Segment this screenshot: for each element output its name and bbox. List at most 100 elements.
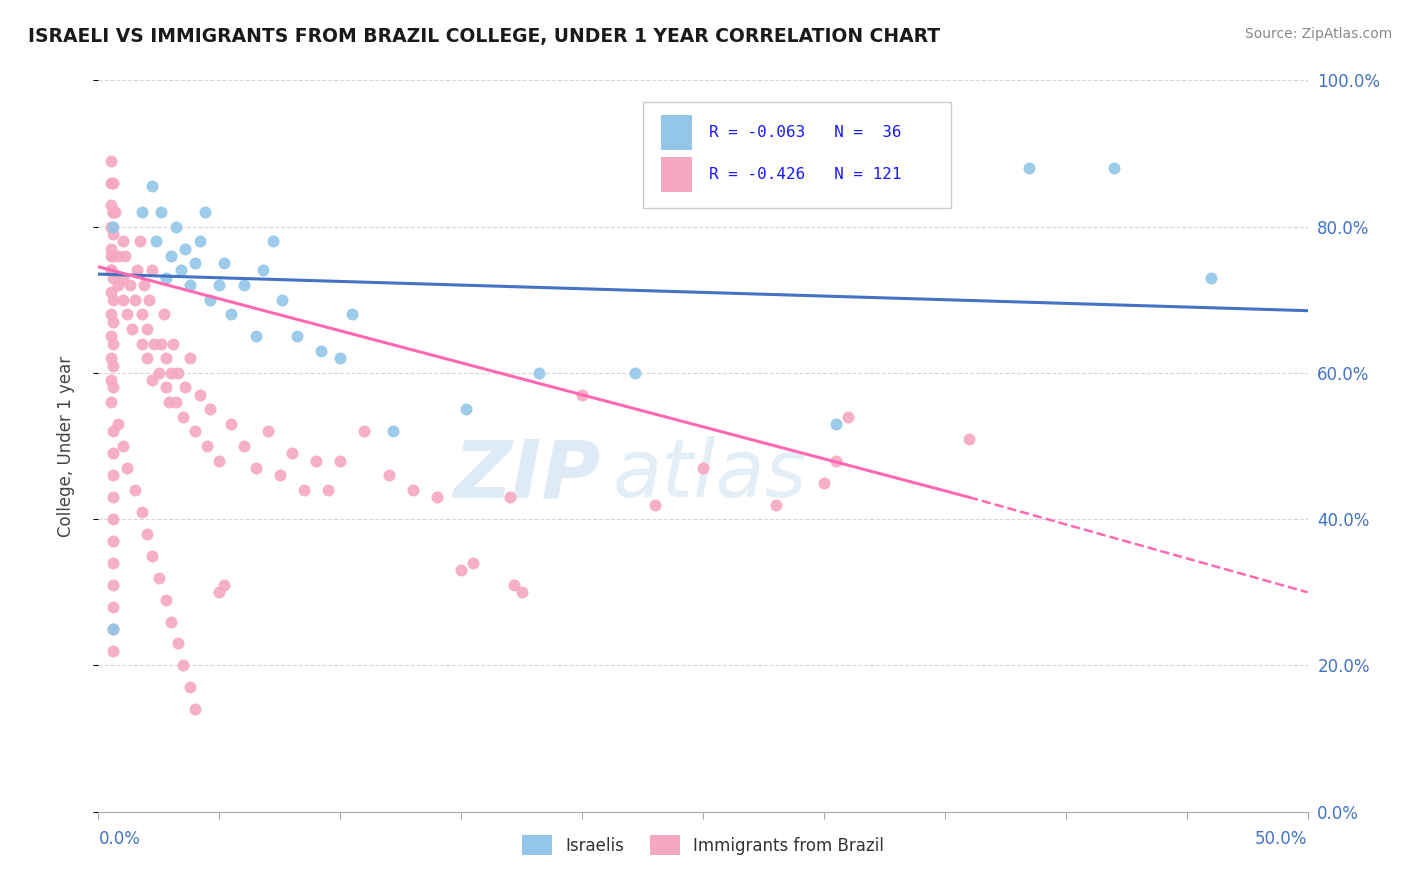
Point bbox=[100, 373, 122, 387]
Point bbox=[353, 425, 375, 439]
Point bbox=[825, 453, 848, 467]
Point bbox=[100, 263, 122, 277]
Point bbox=[245, 329, 267, 343]
Point bbox=[245, 461, 267, 475]
Point bbox=[101, 359, 124, 373]
Point bbox=[155, 380, 177, 394]
Point bbox=[195, 439, 218, 453]
Point bbox=[100, 307, 122, 321]
Point bbox=[100, 395, 122, 409]
Point bbox=[101, 578, 124, 592]
Point bbox=[117, 461, 139, 475]
Point bbox=[141, 373, 163, 387]
Point bbox=[131, 205, 153, 219]
Point bbox=[316, 483, 339, 497]
Point bbox=[111, 439, 134, 453]
Point bbox=[100, 263, 122, 277]
Point bbox=[135, 351, 157, 366]
Point bbox=[454, 402, 477, 417]
Legend: Israelis, Immigrants from Brazil: Israelis, Immigrants from Brazil bbox=[516, 829, 890, 862]
Bar bbox=[661, 157, 692, 192]
Point bbox=[262, 234, 284, 248]
Point bbox=[765, 498, 787, 512]
Point bbox=[184, 425, 207, 439]
Point bbox=[179, 351, 201, 366]
Point bbox=[155, 351, 177, 366]
Point bbox=[101, 315, 124, 329]
Point bbox=[100, 176, 122, 190]
Point bbox=[127, 263, 149, 277]
Point bbox=[141, 549, 163, 563]
Point bbox=[101, 644, 124, 658]
Point bbox=[101, 227, 124, 241]
Point bbox=[281, 446, 304, 460]
Text: 0.0%: 0.0% bbox=[98, 830, 141, 848]
Point bbox=[837, 409, 859, 424]
Point bbox=[148, 571, 170, 585]
Text: R = -0.063   N =  36: R = -0.063 N = 36 bbox=[709, 125, 901, 140]
Point bbox=[128, 234, 150, 248]
Point bbox=[165, 395, 187, 409]
Point bbox=[100, 249, 122, 263]
Point bbox=[167, 636, 190, 650]
Point bbox=[402, 483, 425, 497]
Point bbox=[100, 329, 122, 343]
Point bbox=[198, 293, 221, 307]
Point bbox=[107, 417, 129, 431]
Point bbox=[825, 417, 848, 431]
Point bbox=[157, 395, 180, 409]
Point bbox=[329, 453, 352, 467]
Point bbox=[117, 307, 139, 321]
Point bbox=[179, 278, 201, 293]
Point bbox=[174, 242, 197, 256]
Point bbox=[135, 526, 157, 541]
Point bbox=[179, 681, 201, 695]
Point bbox=[813, 475, 835, 490]
Point bbox=[1102, 161, 1125, 175]
Point bbox=[1199, 270, 1222, 285]
Point bbox=[100, 153, 122, 168]
Point bbox=[198, 402, 221, 417]
Point bbox=[221, 307, 243, 321]
Point bbox=[292, 483, 315, 497]
Point bbox=[208, 585, 231, 599]
Point bbox=[101, 270, 124, 285]
Point bbox=[101, 556, 124, 570]
Point bbox=[101, 622, 124, 636]
Point bbox=[152, 307, 174, 321]
Point bbox=[101, 622, 124, 636]
Point bbox=[143, 336, 166, 351]
Point bbox=[100, 219, 122, 234]
Point bbox=[377, 468, 399, 483]
Point bbox=[100, 197, 122, 211]
Point bbox=[101, 599, 124, 614]
Text: 50.0%: 50.0% bbox=[1256, 830, 1308, 848]
Point bbox=[957, 432, 980, 446]
Point bbox=[167, 366, 190, 380]
Point bbox=[162, 336, 184, 351]
Point bbox=[107, 278, 129, 293]
Point bbox=[256, 425, 278, 439]
Point bbox=[184, 702, 207, 716]
Point bbox=[172, 409, 194, 424]
Text: atlas: atlas bbox=[613, 436, 807, 515]
Point bbox=[329, 351, 352, 366]
Point bbox=[101, 336, 124, 351]
Point bbox=[212, 578, 235, 592]
Text: R = -0.426   N = 121: R = -0.426 N = 121 bbox=[709, 167, 901, 182]
Point bbox=[101, 176, 124, 190]
Text: Source: ZipAtlas.com: Source: ZipAtlas.com bbox=[1244, 27, 1392, 41]
Point bbox=[172, 658, 194, 673]
Point bbox=[121, 322, 143, 336]
Point bbox=[212, 256, 235, 270]
Point bbox=[644, 498, 666, 512]
Point bbox=[692, 461, 714, 475]
Point bbox=[169, 263, 191, 277]
Point bbox=[232, 278, 254, 293]
Point bbox=[135, 322, 157, 336]
Point bbox=[624, 366, 647, 380]
Point bbox=[104, 205, 127, 219]
Point bbox=[131, 336, 153, 351]
Point bbox=[160, 615, 183, 629]
Point bbox=[100, 351, 122, 366]
